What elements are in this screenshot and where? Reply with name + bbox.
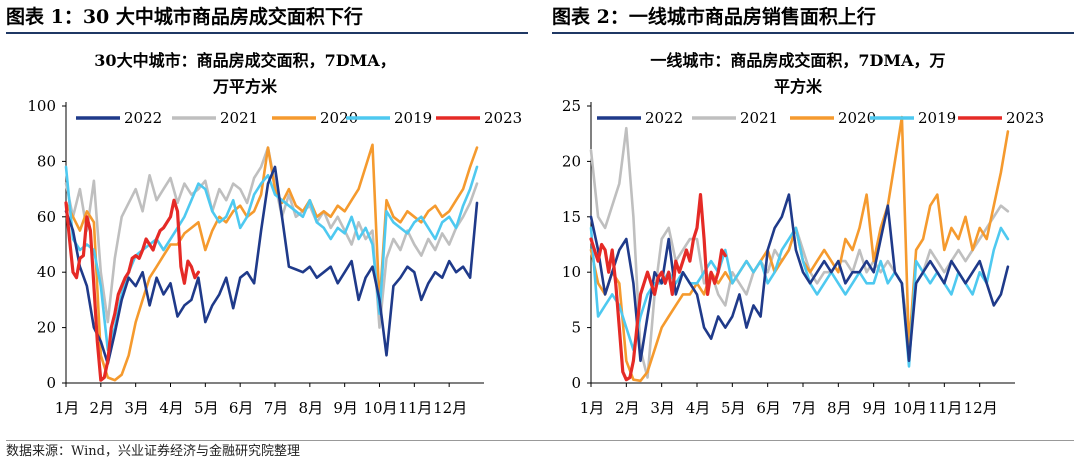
x-tick-label: 10月	[363, 399, 397, 417]
x-tick-label: 3月	[650, 399, 675, 417]
x-tick-label: 12月	[964, 399, 998, 417]
chart-title-line1: 30大中城市：商品房成交面积，7DMA，	[94, 51, 395, 70]
series-line-2020	[64, 143, 479, 382]
x-tick-label: 7月	[264, 399, 289, 417]
chart-tier1-cities: 一线城市：商品房成交面积，7DMA，万 平方米 0 5 10 15 20 25 1月 2月 3月…	[562, 51, 1044, 417]
x-tick-label: 9月	[862, 399, 887, 417]
x-tick-label: 3月	[124, 399, 149, 417]
x-tick-label: 1月	[55, 399, 80, 417]
legend-label-2021: 2021	[740, 109, 778, 127]
x-tick-label: 2月	[615, 399, 640, 417]
legend-label-2023: 2023	[1006, 109, 1044, 127]
series-line-2023	[589, 193, 727, 382]
x-tick-label: 6月	[229, 399, 254, 417]
x-tick-label: 4月	[159, 399, 184, 417]
chart-title-line1: 一线城市：商品房成交面积，7DMA，万	[650, 51, 945, 70]
legend-label-2019: 2019	[394, 109, 432, 127]
x-tick-label: 9月	[333, 399, 358, 417]
legend-label-2022: 2022	[645, 109, 683, 127]
y-tick-label: 60	[37, 208, 56, 226]
x-tick-label: 5月	[194, 399, 219, 417]
legend-label-2022: 2022	[124, 109, 162, 127]
y-tick-label: 20	[562, 152, 581, 170]
y-tick-label: 10	[562, 263, 581, 281]
source-note: 数据来源：Wind，兴业证券经济与金融研究院整理	[6, 440, 1074, 463]
x-tick-label: 1月	[580, 399, 605, 417]
y-tick-label: 80	[37, 152, 56, 170]
x-tick-label: 6月	[756, 399, 781, 417]
x-tick-label: 12月	[433, 399, 467, 417]
x-tick-label: 10月	[893, 399, 927, 417]
y-tick-label: 15	[562, 208, 581, 226]
chart-30-cities: 30大中城市：商品房成交面积，7DMA， 万平方米 0 20 40 60 80 100 1月…	[27, 51, 522, 417]
series-line-2021	[589, 126, 1010, 379]
series-line-2022	[589, 193, 1010, 363]
y-tick-label: 100	[27, 97, 56, 115]
y-tick-label: 20	[37, 319, 56, 337]
x-tick-label: 7月	[792, 399, 817, 417]
series-line-2022	[64, 165, 479, 365]
figure-2-header: 图表 2：一线城市商品房销售面积上行	[552, 0, 1074, 34]
series-line-2023	[64, 198, 200, 382]
y-tick-label: 0	[46, 374, 56, 392]
x-tick-label: 2月	[90, 399, 115, 417]
x-tick-label: 5月	[721, 399, 746, 417]
x-tick-label: 8月	[299, 399, 324, 417]
figure-1-header: 图表 1：30 大中城市商品房成交面积下行	[6, 0, 528, 34]
x-tick-label: 11月	[398, 399, 432, 417]
y-tick-label: 40	[37, 263, 56, 281]
x-tick-label: 8月	[827, 399, 852, 417]
legend-label-2020: 2020	[320, 109, 358, 127]
legend-label-2019: 2019	[918, 109, 956, 127]
y-tick-label: 5	[571, 319, 581, 337]
x-tick-label: 11月	[928, 399, 962, 417]
chart-title-line2: 平方米	[774, 77, 823, 96]
y-tick-label: 0	[571, 374, 581, 392]
legend-label-2020: 2020	[838, 109, 876, 127]
series-line-2019	[64, 165, 479, 352]
chart-title-line2: 万平方米	[212, 77, 278, 96]
y-tick-label: 25	[562, 97, 581, 115]
x-tick-label: 4月	[686, 399, 711, 417]
legend-label-2023: 2023	[484, 109, 522, 127]
legend-label-2021: 2021	[220, 109, 258, 127]
